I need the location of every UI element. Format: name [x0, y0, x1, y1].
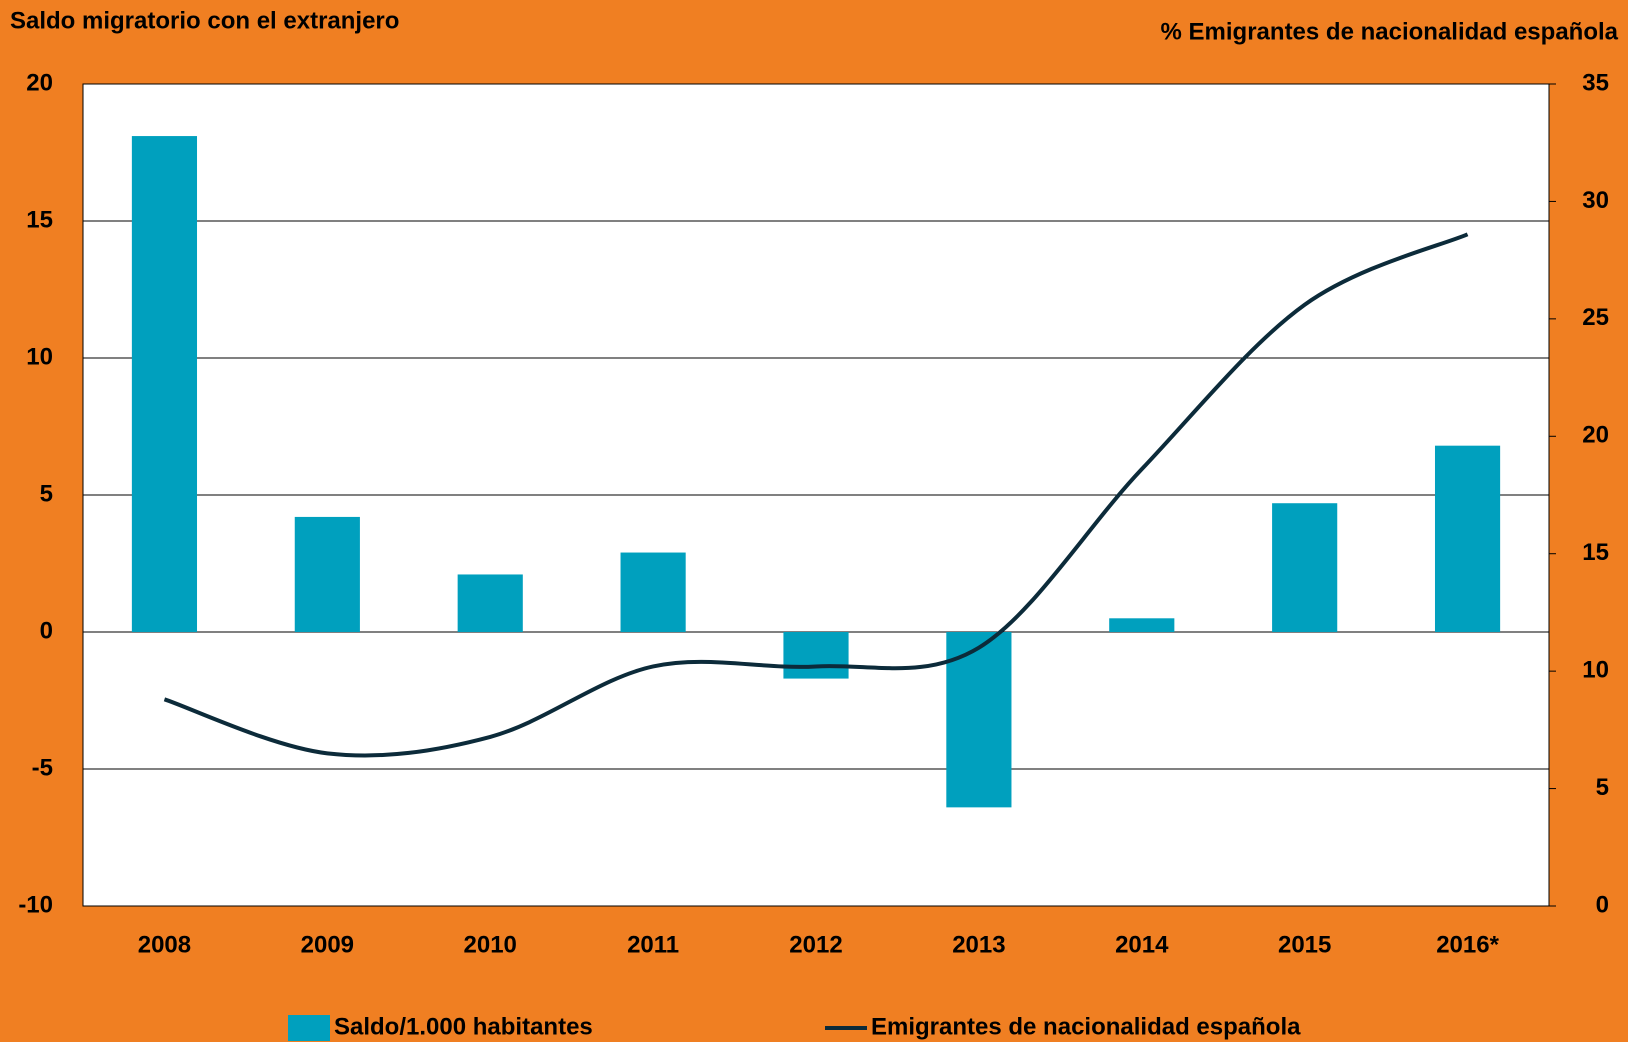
y-tick-label: -10 — [18, 891, 53, 918]
bar — [783, 632, 849, 679]
y2-tick-label: 15 — [1582, 539, 1609, 566]
y2-axis-title: % Emigrantes de nacionalidad española — [1161, 18, 1619, 45]
bar — [131, 136, 198, 632]
bar — [1434, 445, 1501, 632]
y-tick-label: 10 — [26, 343, 53, 370]
y-tick-label: 0 — [40, 617, 53, 644]
y-tick-label: 15 — [26, 206, 53, 233]
y-tick-label: -5 — [32, 754, 53, 781]
x-tick-label: 2010 — [464, 931, 517, 958]
bar — [1272, 503, 1338, 632]
bar — [1109, 618, 1175, 632]
bar — [946, 632, 1012, 808]
y2-tick-label: 25 — [1582, 304, 1609, 331]
x-tick-label: 2015 — [1278, 931, 1331, 958]
bar — [457, 574, 523, 632]
x-tick-label: 2009 — [301, 931, 354, 958]
legend-label: Emigrantes de nacionalidad española — [871, 1013, 1301, 1040]
bar — [620, 552, 686, 632]
y-tick-label: 5 — [40, 480, 53, 507]
x-tick-label: 2011 — [627, 931, 679, 958]
x-tick-label: 2016* — [1436, 931, 1499, 958]
y2-tick-label: 5 — [1596, 774, 1609, 801]
y2-tick-label: 30 — [1582, 187, 1609, 214]
x-tick-label: 2013 — [952, 931, 1005, 958]
legend-swatch — [288, 1015, 330, 1041]
y2-tick-label: 10 — [1582, 656, 1609, 683]
y2-tick-label: 20 — [1582, 422, 1609, 449]
y2-tick-label: 35 — [1582, 69, 1609, 96]
line — [163, 232, 1469, 758]
y2-tick-label: 0 — [1596, 891, 1609, 918]
bar — [294, 516, 360, 632]
x-tick-label: 2012 — [789, 931, 842, 958]
y-tick-label: 20 — [26, 69, 53, 96]
x-tick-label: 2014 — [1115, 931, 1169, 958]
legend-label: Saldo/1.000 habitantes — [334, 1013, 593, 1040]
x-tick-label: 2008 — [138, 931, 191, 958]
y-axis-title: Saldo migratorio con el extranjero — [10, 7, 399, 34]
